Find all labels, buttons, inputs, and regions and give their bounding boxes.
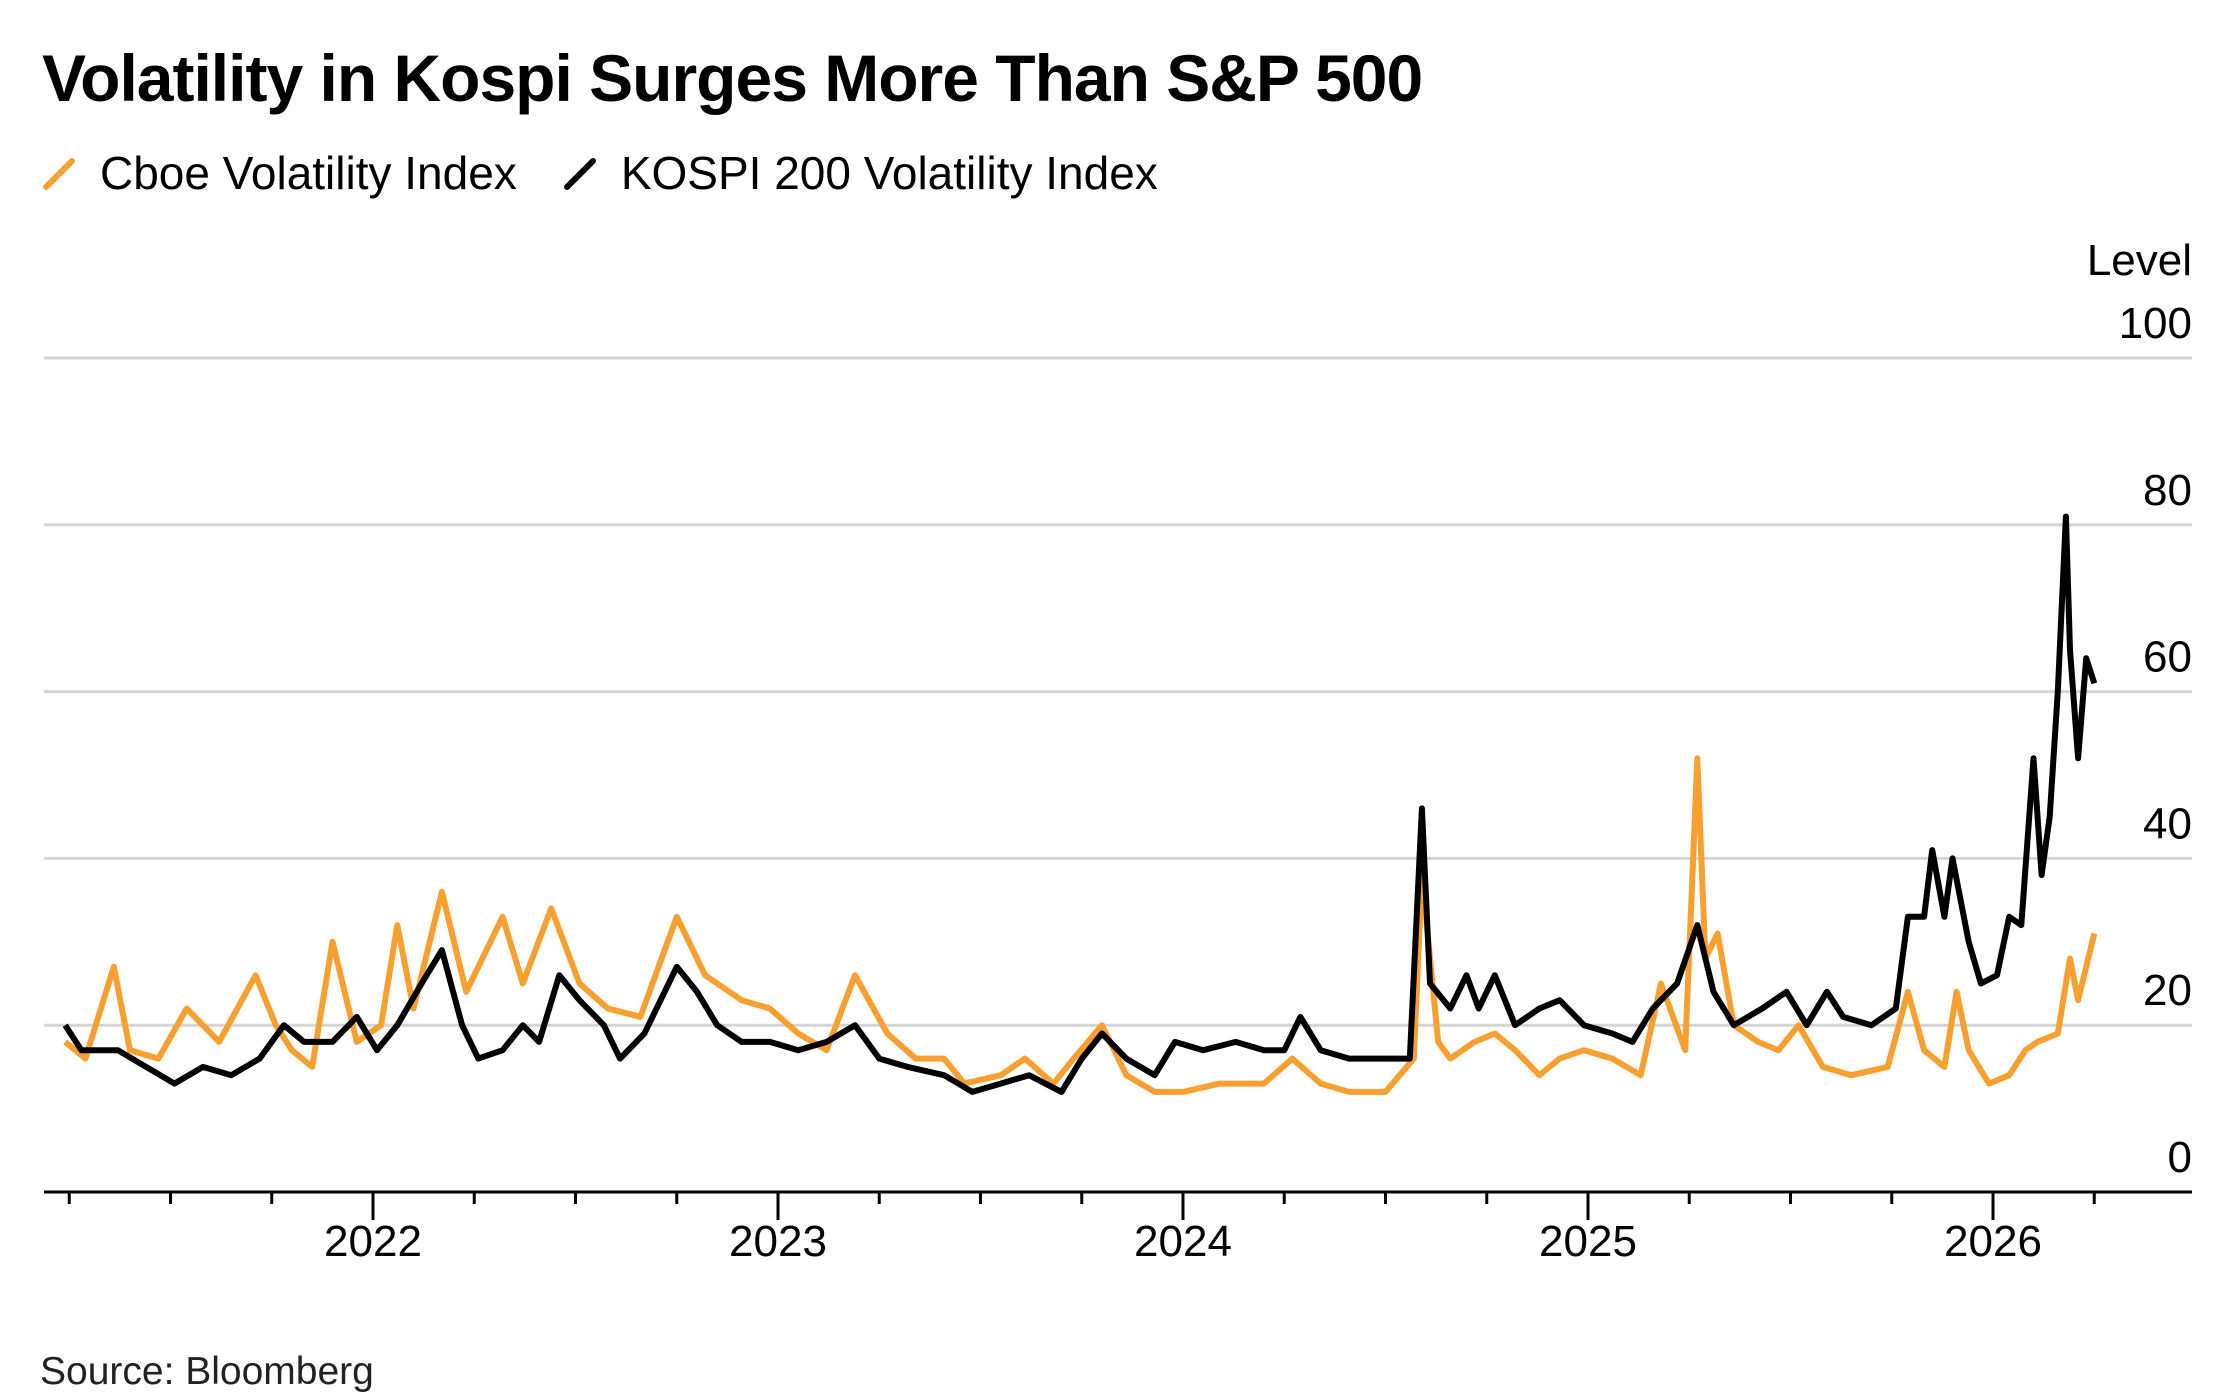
x-tick-label: 2026 bbox=[1944, 1217, 2042, 1266]
x-tick-label: 2022 bbox=[324, 1217, 422, 1266]
y-tick-label: 80 bbox=[2143, 466, 2192, 515]
legend-item-kospi: KOSPI 200 Volatility Index bbox=[563, 146, 1158, 200]
legend-label-kospi: KOSPI 200 Volatility Index bbox=[620, 147, 1158, 199]
source-note: Source: Bloomberg bbox=[40, 1350, 374, 1393]
legend-swatch-kospi-icon bbox=[563, 158, 596, 190]
x-tick-label: 2025 bbox=[1539, 1217, 1637, 1266]
y-tick-label: 100 bbox=[2119, 299, 2192, 348]
x-tick-label: 2023 bbox=[729, 1217, 827, 1266]
legend-label-cboe: Cboe Volatility Index bbox=[100, 147, 517, 199]
y-tick-label: 60 bbox=[2143, 633, 2192, 682]
legend-item-cboe: Cboe Volatility Index bbox=[42, 146, 517, 200]
legend-swatch-cboe-icon bbox=[43, 158, 75, 190]
y-tick-label: 0 bbox=[2168, 1133, 2192, 1182]
series-line-cboe bbox=[63, 755, 2098, 1095]
y-axis-label: Level bbox=[2086, 236, 2192, 285]
chart-title: Volatility in Kospi Surges More Than S&P… bbox=[42, 41, 1423, 115]
series-line-kospi bbox=[62, 513, 2098, 1095]
y-tick-label: 20 bbox=[2143, 966, 2192, 1015]
x-tick-label: 2024 bbox=[1134, 1217, 1232, 1266]
legend: Cboe Volatility Index KOSPI 200 Volatili… bbox=[42, 146, 1204, 200]
y-tick-label: 40 bbox=[2143, 799, 2192, 848]
